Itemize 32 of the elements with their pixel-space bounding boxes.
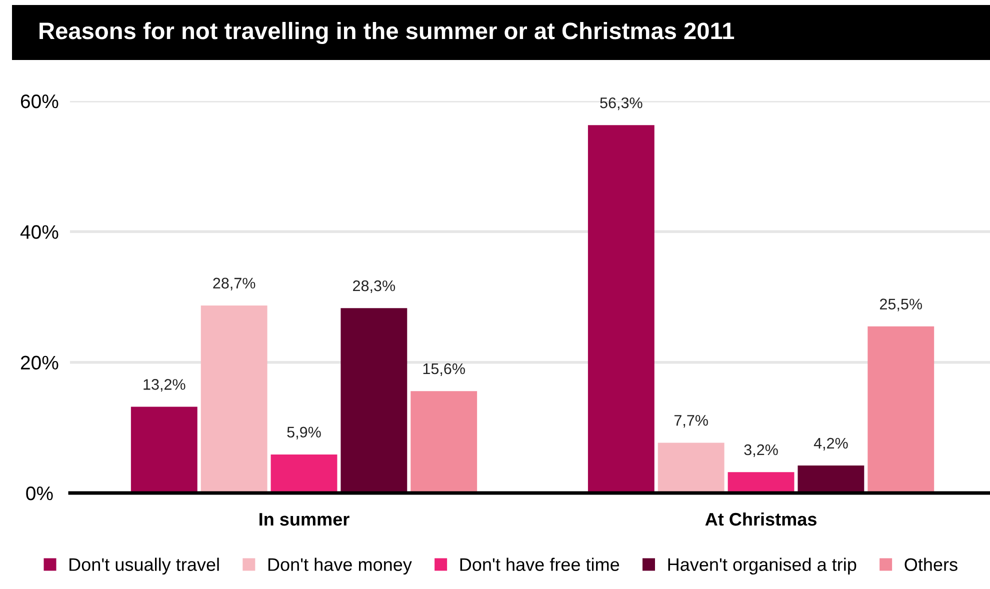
y-tick-label: 0%: [26, 486, 53, 500]
data-label: 5,9%: [287, 426, 321, 440]
legend-label: Don't usually travel: [70, 558, 219, 575]
bar: [658, 442, 724, 493]
data-label: 3,2%: [744, 444, 778, 457]
data-label: 28,7%: [213, 278, 256, 290]
x-tick-label: At Christmas: [705, 512, 816, 526]
bar: [798, 466, 864, 493]
legend-label: Haven't organised a trip: [668, 558, 856, 575]
bar: [270, 454, 338, 493]
x-tick-label: In summer: [260, 513, 350, 526]
legend-label: Don't have money: [268, 558, 412, 575]
data-label: 13,2%: [144, 379, 186, 392]
data-label: 4,2%: [814, 438, 848, 450]
data-label: 15,6%: [423, 363, 465, 376]
y-tick-label: 40%: [20, 225, 58, 239]
bar: [728, 472, 794, 493]
y-tick-label: 20%: [20, 356, 58, 370]
chart-title: Reasons for not travelling in the summer or at Christmas 2011: [40, 22, 734, 44]
bar: [588, 125, 654, 493]
legend-label: Don't have free time: [460, 558, 620, 571]
y-tick-label: 60%: [20, 94, 58, 108]
bar: [200, 305, 268, 493]
bar: [410, 391, 478, 493]
data-label: 25,5%: [880, 298, 922, 312]
data-label: 7,7%: [674, 415, 708, 428]
bar: [868, 326, 934, 493]
legend-label: Others: [904, 558, 958, 571]
data-label: 56,3%: [600, 97, 642, 110]
bar: [340, 308, 408, 493]
data-label: 28,3%: [353, 280, 396, 294]
bar: [130, 406, 198, 493]
